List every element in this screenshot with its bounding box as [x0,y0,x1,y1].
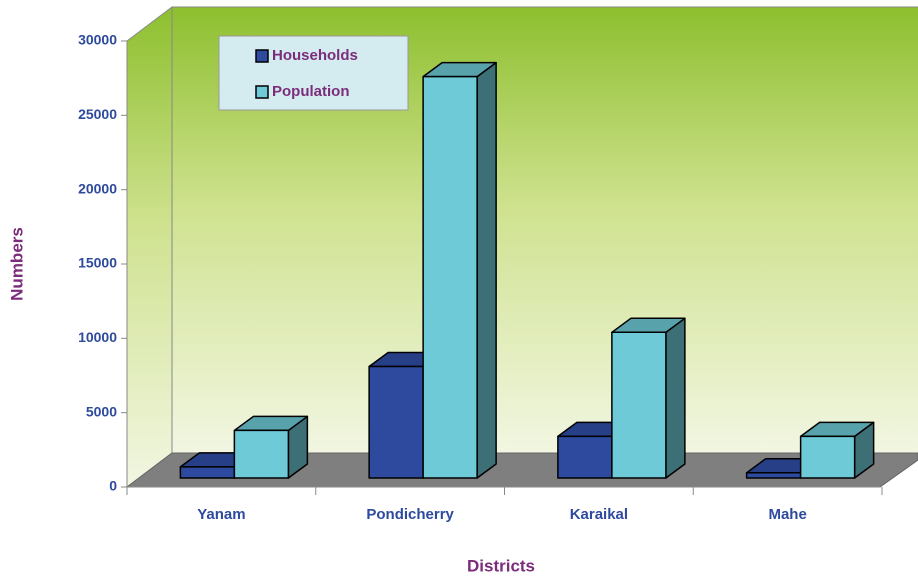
x-tick-label: Mahe [768,506,806,523]
bar [745,472,802,479]
bar-side [665,317,686,479]
bar [557,435,613,479]
legend-box [218,35,409,111]
y-tick-label: 30000 [78,32,117,48]
legend-swatch [255,49,269,63]
y-tick-label: 5000 [86,403,117,419]
y-tick-label: 20000 [78,180,117,196]
back-wall [172,7,918,453]
bar [179,466,236,479]
x-tick-label: Yanam [197,506,245,523]
y-tick-label: 15000 [78,255,117,271]
x-axis-label: Districts [467,556,535,575]
bar-side [476,61,497,479]
y-tick-label: 25000 [78,106,117,122]
bar [799,435,856,479]
y-tick-label: 0 [109,478,117,494]
legend-swatch [255,85,269,99]
bar [422,75,478,479]
legend-label: Population [272,83,350,100]
bar [233,429,290,479]
legend-label: Households [272,47,358,64]
x-tick-label: Pondicherry [366,506,454,523]
bar [368,365,424,479]
y-axis-label: Numbers [7,227,26,301]
y-tick-label: 10000 [78,329,117,345]
x-tick-label: Karaikal [570,506,628,523]
bar [611,331,667,479]
side-wall [126,5,173,489]
